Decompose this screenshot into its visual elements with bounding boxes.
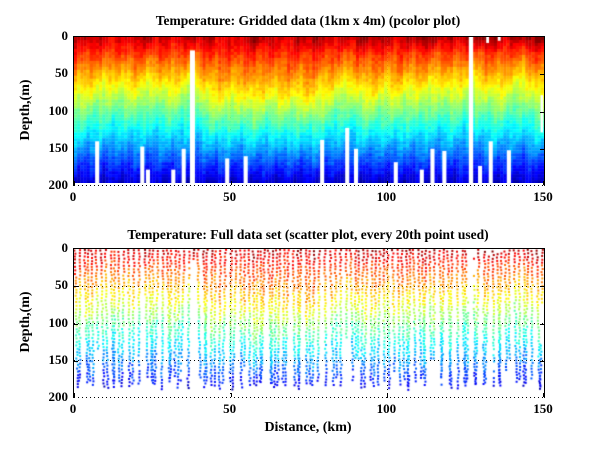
y-tick-mark [540, 148, 544, 150]
y-tick-label: 50 [55, 277, 68, 293]
x-tick-mark [387, 393, 389, 397]
y-tick-label: 50 [55, 65, 68, 81]
y-tick-label: 100 [48, 102, 69, 118]
y-tick-label: 0 [61, 240, 69, 255]
x-tick-mark [74, 181, 75, 185]
y-tick-label: 100 [48, 314, 69, 330]
y-tick-mark [74, 360, 78, 362]
x-tick-label: 100 [376, 401, 397, 416]
y-tick-mark [540, 111, 544, 113]
x-tick-label: 50 [223, 189, 237, 204]
x-tick-mark [387, 181, 389, 185]
x-tick-mark [543, 181, 544, 185]
y-tick-label: 0 [61, 28, 69, 43]
scatter-bottom-axis [74, 397, 544, 398]
y-tick-label: 150 [48, 139, 69, 155]
x-tick-label: 150 [533, 189, 553, 204]
scatter-plot-canvas [74, 249, 544, 398]
pcolor-chart-title: Temperature: Gridded data (1km x 4m) (pc… [155, 13, 461, 28]
y-tick-mark [540, 360, 544, 362]
x-tick-mark [230, 393, 232, 397]
y-tick-label: 200 [48, 177, 69, 192]
x-tick-mark [74, 393, 75, 397]
pcolor-plot-canvas [74, 37, 544, 183]
x-tick-label: 50 [223, 401, 237, 416]
x-tick-mark [230, 181, 232, 185]
x-tick-label: 0 [69, 189, 77, 204]
scatter-chart-title: Temperature: Full data set (scatter plot… [127, 227, 489, 242]
y-tick-mark [540, 286, 544, 288]
y-tick-label: 200 [48, 389, 69, 404]
y-tick-label: 150 [48, 351, 69, 367]
x-tick-mark [543, 393, 544, 397]
y-tick-mark [540, 323, 544, 325]
y-tick-mark [540, 74, 544, 76]
scatter-axes [73, 248, 545, 398]
x-tick-label: 0 [69, 401, 77, 416]
x-axis-label: Distance, (km) [264, 420, 352, 435]
x-tick-label: 100 [376, 189, 397, 204]
y-tick-mark [74, 286, 78, 288]
y-tick-mark [74, 323, 78, 325]
pcolor-bottom-axis [74, 185, 544, 186]
pcolor-axes [73, 36, 545, 186]
x-tick-label: 150 [533, 401, 553, 416]
